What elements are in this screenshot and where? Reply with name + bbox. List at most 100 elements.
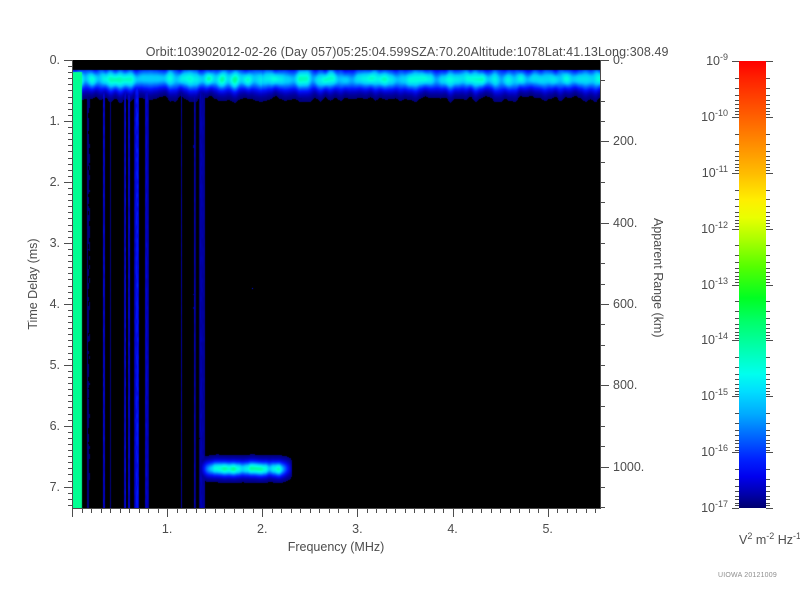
colorbar-minor-tick-right (766, 496, 770, 497)
colorbar-minor-tick-left (735, 503, 739, 504)
colorbar-tick-label: 10-10 (701, 107, 728, 124)
ionogram-plot-area (72, 60, 600, 508)
colorbar-major-tick-left (732, 452, 739, 453)
y-axis-minor-tick (68, 328, 72, 329)
colorbar-major-tick-right (766, 340, 773, 341)
colorbar-minor-tick-right (766, 104, 770, 105)
x-axis-minor-tick (576, 509, 577, 513)
colorbar-major-tick-right (766, 229, 773, 230)
x-axis-minor-tick (491, 509, 492, 513)
colorbar-minor-tick-left (735, 413, 739, 414)
y-axis-tick-label: 4. (49, 296, 60, 311)
colorbar-minor-tick-right (766, 301, 770, 302)
y-axis-minor-tick (68, 462, 72, 463)
colorbar-minor-tick-right (766, 279, 770, 280)
colorbar-minor-tick-left (735, 268, 739, 269)
y-axis-minor-tick (68, 474, 72, 475)
x-axis-minor-tick (101, 509, 102, 513)
y-axis-right-tick-label: 600. (613, 296, 638, 311)
colorbar-tick-label: 10-17 (701, 498, 728, 515)
colorbar-minor-tick-left (735, 301, 739, 302)
colorbar-minor-tick-right (766, 374, 770, 375)
y-axis-minor-tick (68, 279, 72, 280)
colorbar-tick-label: 10-15 (701, 387, 728, 404)
y-axis-tick-label: 5. (49, 357, 60, 372)
y-axis-minor-tick (68, 176, 72, 177)
colorbar-minor-tick-left (735, 245, 739, 246)
y-axis-right-minor-tick (601, 406, 605, 407)
colorbar-minor-tick-left (735, 423, 739, 424)
x-axis-minor-tick (82, 509, 83, 513)
x-axis-minor-tick (319, 509, 320, 513)
x-axis-minor-tick (91, 509, 92, 513)
colorbar-tick-label: 10-13 (701, 275, 728, 292)
y-axis-minor-tick (68, 359, 72, 360)
colorbar-minor-tick-right (766, 199, 770, 200)
x-axis-minor-tick (129, 509, 130, 513)
y-axis-right-minor-tick (601, 345, 605, 346)
colorbar-minor-tick-right (766, 499, 770, 500)
y-axis-right-major-tick (601, 141, 609, 142)
colorbar-major-tick-right (766, 452, 773, 453)
y-axis-minor-tick (68, 267, 72, 268)
colorbar-minor-tick-right (766, 505, 770, 506)
colorbar-minor-tick-right (766, 220, 770, 221)
colorbar-minor-tick-right (766, 108, 770, 109)
colorbar-minor-tick-left (735, 391, 739, 392)
colorbar-minor-tick-left (735, 276, 739, 277)
y-axis-minor-tick (68, 66, 72, 67)
x-axis-minor-tick (557, 509, 558, 513)
y-axis-minor-tick (68, 493, 72, 494)
orbit-label: Orbit: (145, 45, 177, 59)
colorbar-minor-tick-right (766, 156, 770, 157)
y-axis-minor-tick (68, 371, 72, 372)
colorbar-minor-tick-right (766, 164, 770, 165)
colorbar-minor-tick-right (766, 443, 770, 444)
y-axis-minor-tick (68, 414, 72, 415)
colorbar-minor-tick-right (766, 335, 770, 336)
colorbar-minor-tick-left (735, 435, 739, 436)
colorbar-minor-tick-right (766, 435, 770, 436)
colorbar-minor-tick-left (735, 108, 739, 109)
y-axis-right-major-tick (601, 304, 609, 305)
y-axis-minor-tick (68, 322, 72, 323)
colorbar-minor-tick-right (766, 479, 770, 480)
x-axis-tick-label: 5. (542, 522, 553, 536)
colorbar-minor-tick-left (735, 328, 739, 329)
colorbar-minor-tick-left (735, 491, 739, 492)
y-axis-minor-tick (68, 158, 72, 159)
colorbar-minor-tick-left (735, 212, 739, 213)
colorbar-minor-tick-right (766, 245, 770, 246)
y-axis-minor-tick (68, 353, 72, 354)
colorbar-major-tick-left (732, 340, 739, 341)
x-axis-minor-tick (196, 509, 197, 513)
y-axis-minor-tick (68, 438, 72, 439)
spectrogram-canvas (72, 60, 600, 508)
colorbar-gradient (739, 61, 766, 508)
colorbar-minor-tick-left (735, 144, 739, 145)
x-axis-minor-tick (595, 509, 596, 513)
colorbar-major-tick-left (732, 117, 739, 118)
observation-time: 05:25:04.599 (336, 45, 411, 59)
colorbar-minor-tick-left (735, 216, 739, 217)
colorbar-major-tick-left (732, 508, 739, 509)
colorbar-major-tick-left (732, 396, 739, 397)
y-axis-right-major-tick (601, 60, 609, 61)
x-axis-minor-tick (376, 509, 377, 513)
x-axis-minor-tick (481, 509, 482, 513)
x-axis-minor-tick (510, 509, 511, 513)
colorbar-minor-tick-left (735, 78, 739, 79)
x-axis-minor-tick (215, 509, 216, 513)
colorbar-minor-tick-left (735, 104, 739, 105)
sza-label: SZA: (410, 45, 439, 59)
colorbar-minor-tick-left (735, 499, 739, 500)
colorbar-minor-tick-right (766, 144, 770, 145)
y-axis-minor-tick (68, 310, 72, 311)
colorbar-minor-tick-left (735, 282, 739, 283)
colorbar-minor-tick-left (735, 318, 739, 319)
colorbar-minor-tick-left (735, 367, 739, 368)
x-axis-minor-tick (139, 509, 140, 513)
y-axis-minor-tick (68, 115, 72, 116)
x-axis-minor-tick (462, 509, 463, 513)
orbit-value: 10390 (176, 45, 213, 59)
